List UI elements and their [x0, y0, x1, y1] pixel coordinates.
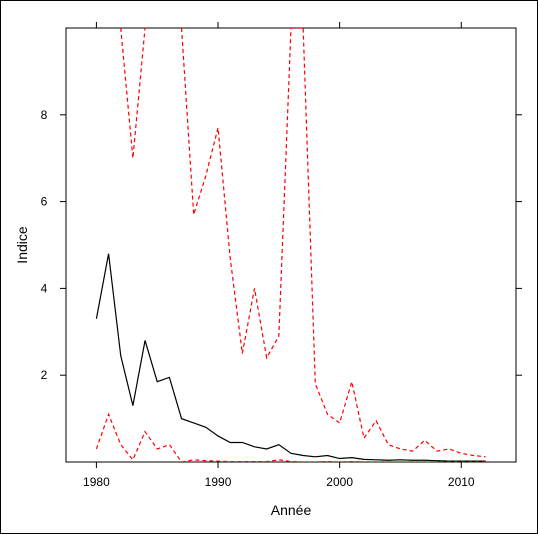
x-tick-label: 2010: [448, 475, 475, 489]
series-line-bound-1: [120, 28, 486, 458]
y-tick-label: 2: [41, 368, 48, 382]
series-line-estimate: [95, 253, 486, 462]
x-axis-title: Année: [271, 502, 312, 518]
ticks-layer: 1980 1990 2000 2010 2 4 6 8: [41, 22, 522, 489]
x-tick-label: 1990: [205, 475, 232, 489]
y-tick-label: 8: [41, 108, 48, 122]
y-tick-label: 6: [41, 195, 48, 209]
series-layer: [95, 28, 486, 462]
x-tick-label: 1980: [83, 475, 110, 489]
plot-area: [65, 27, 517, 463]
y-tick-label: 4: [41, 281, 48, 295]
y-axis-title: Indice: [14, 226, 30, 264]
series-line-bound-2: [95, 412, 486, 462]
x-tick-label: 2000: [326, 475, 353, 489]
